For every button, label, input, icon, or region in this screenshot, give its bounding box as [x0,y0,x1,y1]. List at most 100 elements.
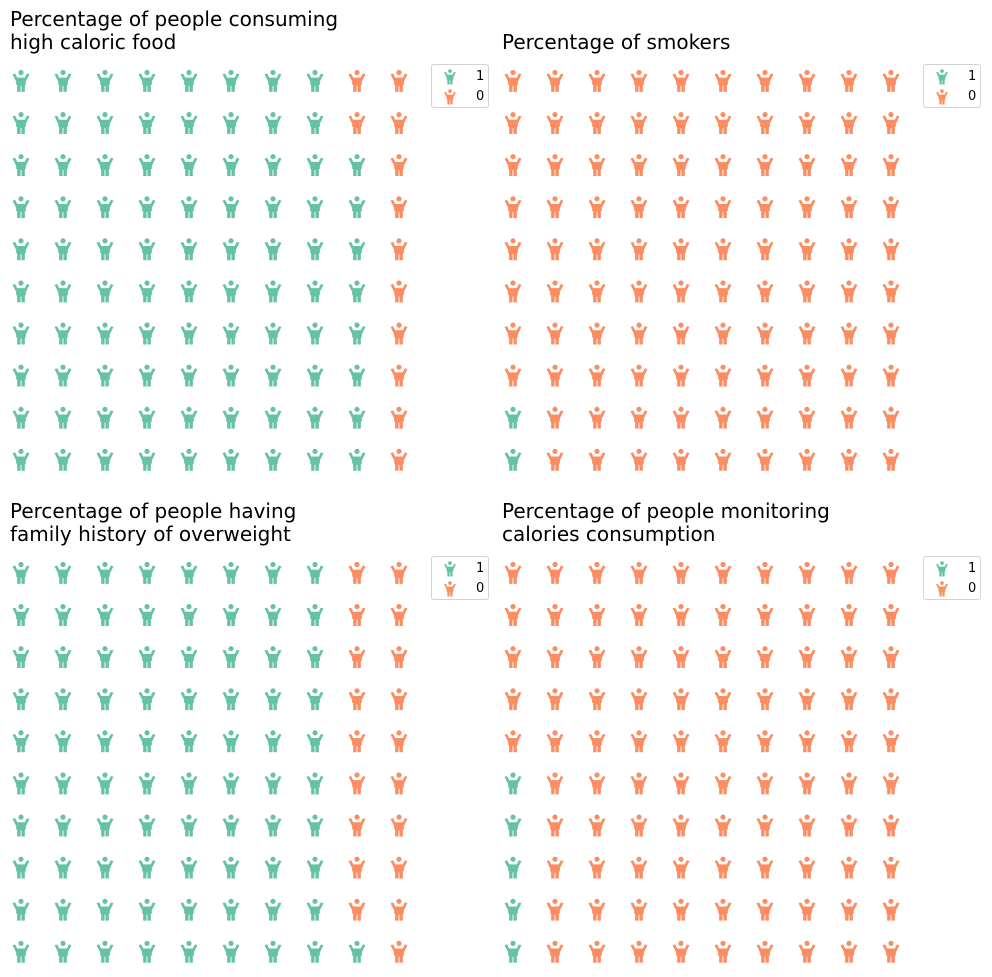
person-icon-no [630,196,648,219]
person-icon-yes [138,646,156,669]
person-icon-yes [348,364,366,387]
person-icon-yes [12,238,30,261]
person-icon-no [714,561,732,584]
person-icon-yes [306,604,324,626]
person-icon [444,561,456,577]
person-icon-no [882,856,900,879]
person-icon-no [630,322,648,345]
person-icon-no [588,448,606,471]
person-icon-yes [96,940,114,963]
person-icon-no [840,730,858,753]
person-icon-no [504,364,522,387]
person-icon-no [390,69,408,92]
person-icon-no [588,406,606,429]
person-icon-yes [12,561,30,584]
person-icon-no [546,688,564,711]
person-icon-no [798,196,816,219]
person-icon-no [546,406,564,429]
chart-legend: 1 0 [431,556,489,600]
person-icon-no [588,772,606,795]
person-icon-no [588,112,606,134]
person-icon-yes [222,604,240,626]
chart-title: Percentage of smokers [502,31,730,54]
person-icon-no [672,730,690,753]
person-icon-yes [138,561,156,584]
person-icon-no [390,448,408,471]
person-icon-no [714,69,732,92]
person-icon-no [714,280,732,303]
person-icon-yes [54,604,72,626]
person-icon-no [882,772,900,795]
person-icon-yes [306,154,324,177]
person-icon-no [630,561,648,584]
person-icon-yes [12,688,30,711]
person-icon-yes [222,814,240,837]
person-icon-no [546,646,564,669]
person-icon-yes [96,898,114,921]
chart-title-line: Percentage of smokers [502,30,731,54]
person-icon-no [546,772,564,795]
person-icon-no [546,364,564,387]
person-icon-yes [264,154,282,177]
person-icon-yes [222,364,240,387]
person-icon-no [588,688,606,711]
person-icon-yes [348,280,366,303]
person-icon-no [504,154,522,177]
person-icon-no [630,772,648,795]
person-icon-no [504,322,522,345]
person-icon [936,561,948,577]
person-icon-no [504,196,522,219]
person-icon-no [714,238,732,261]
person-icon-no [756,604,774,626]
person-icon-no [546,898,564,921]
person-icon-yes [306,112,324,134]
person-icon-yes [222,688,240,711]
person-icon-yes [12,898,30,921]
person-icon-yes [54,814,72,837]
person-icon-yes [54,196,72,219]
person-icon-no [714,196,732,219]
person-icon-no [714,814,732,837]
person-icon-yes [348,238,366,261]
legend-label: 1 [476,69,485,84]
person-icon-no [756,196,774,219]
chart-title-line: family history of overweight [10,522,291,546]
person-icon-yes [138,280,156,303]
waffle-grid [12,561,408,963]
person-icon-yes [96,238,114,261]
person-icon-yes [12,604,30,626]
person-icon-yes [180,196,198,219]
person-icon-no [882,940,900,963]
person-icon-no [546,238,564,261]
person-icon-yes [12,856,30,879]
person-icon-no [798,940,816,963]
person-icon-no [840,898,858,921]
person-icon-yes [222,112,240,134]
person-icon [444,69,456,85]
person-icon-no [714,772,732,795]
person-icon-no [348,646,366,669]
person-icon-no [546,448,564,471]
person-icon-yes [138,730,156,753]
person-icon-yes [306,364,324,387]
person-icon-no [798,364,816,387]
person-icon-no [756,772,774,795]
person-icon-yes [264,280,282,303]
person-icon-no [798,561,816,584]
person-icon-no [672,364,690,387]
person-icon-no [672,154,690,177]
person-icon-yes [96,364,114,387]
person-icon-no [390,730,408,753]
person-icon-no [756,154,774,177]
person-icon-yes [222,646,240,669]
person-icon-no [504,69,522,92]
person-icon-no [840,688,858,711]
person-icon-yes [12,772,30,795]
person-icon-yes [348,448,366,471]
person-icon-no [840,856,858,879]
person-icon-yes [264,604,282,626]
person-icon-yes [264,238,282,261]
person-icon [444,89,456,105]
person-icon-yes [12,69,30,92]
person-icon-no [546,730,564,753]
